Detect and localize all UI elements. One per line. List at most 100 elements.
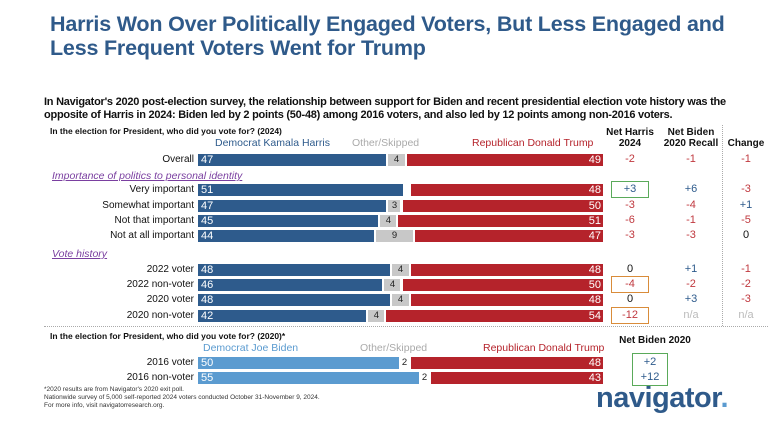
change: -3 (741, 293, 751, 305)
change: -2 (741, 278, 751, 290)
bar-dem: 46 (198, 279, 383, 291)
column-header: Net Biden 2020 Recall (663, 127, 719, 149)
net-biden-recall: n/a (683, 309, 699, 321)
row-label: Not at all important (110, 230, 194, 241)
bar-other (405, 184, 409, 196)
change: -1 (741, 153, 751, 165)
column-header: Net Harris 2024 (606, 127, 654, 149)
bar-other: 4 (384, 279, 401, 291)
bar-dem: 48 (198, 264, 391, 276)
row-label: 2020 voter (146, 294, 194, 305)
net-harris: -6 (625, 214, 635, 226)
net-biden-recall: -1 (686, 153, 696, 165)
row-label: 2016 voter (146, 357, 194, 368)
change: n/a (738, 309, 754, 321)
bar-rep: 51 (398, 215, 603, 227)
navigator-logo: navigator. (596, 382, 728, 414)
bar-rep: 50 (402, 200, 603, 212)
bar-rep: 50 (402, 279, 603, 291)
bar-rep: 48 (410, 294, 603, 306)
bar-dem: 42 (198, 310, 367, 322)
bar-rep: 54 (386, 310, 603, 322)
highlight-box (611, 276, 649, 293)
row-label: 2020 non-voter (126, 310, 194, 321)
bar-rep: 49 (406, 154, 603, 166)
net-harris: -12 (622, 309, 638, 321)
row-label: 2022 non-voter (126, 279, 194, 290)
column-header-2020: Net Biden 2020 (619, 335, 691, 346)
row-label: 2022 voter (146, 264, 194, 275)
legend-other-2020: Other/Skipped (360, 342, 428, 354)
change: +1 (739, 199, 753, 211)
bar-dem: 44 (198, 230, 375, 242)
row-label: Somewhat important (102, 200, 194, 211)
net-biden-recall: -3 (686, 229, 696, 241)
net-biden-recall: +6 (684, 183, 698, 195)
bar-dem: 47 (198, 154, 387, 166)
row-label: Not that important (114, 215, 194, 226)
footnote-1: *2020 results are from Navigator's 2020 … (44, 386, 184, 393)
bar-other: 2 (421, 372, 428, 383)
net-harris: 0 (626, 293, 634, 305)
bar-other: 4 (392, 294, 409, 306)
question-2024: In the election for President, who did y… (50, 126, 282, 136)
legend-rep: Republican Donald Trump (472, 137, 594, 149)
bar-other: 9 (376, 230, 413, 242)
bar-dem: 55 (198, 372, 419, 384)
legend-rep-2020: Republican Donald Trump (483, 342, 605, 354)
net-biden-recall: -4 (686, 199, 696, 211)
highlight-box-2020 (632, 353, 668, 386)
net-harris: -3 (625, 229, 635, 241)
net-biden-recall: -1 (686, 214, 696, 226)
column-header: Change (727, 138, 765, 149)
footnote-3: For more info, visit navigatorresearch.o… (44, 402, 165, 409)
legend-dem: Democrat Kamala Harris (215, 137, 330, 149)
bar-rep: 47 (414, 230, 603, 242)
legend-other: Other/Skipped (352, 137, 420, 149)
bar-other: 4 (368, 310, 385, 322)
net-harris: -3 (625, 199, 635, 211)
net-harris: -4 (625, 278, 635, 290)
net-biden-recall: +3 (684, 293, 698, 305)
bar-dem: 51 (198, 184, 403, 196)
change: -5 (741, 214, 751, 226)
row-label: 2016 non-voter (126, 372, 194, 383)
legend-dem-2020: Democrat Joe Biden (203, 342, 299, 354)
bar-dem: 48 (198, 294, 391, 306)
divider (44, 326, 768, 327)
bar-rep: 48 (410, 264, 603, 276)
change: -1 (741, 263, 751, 275)
section-label: Importance of politics to personal ident… (52, 170, 243, 182)
bar-dem: 50 (198, 357, 399, 369)
footnote-2: Nationwide survey of 5,000 self-reported… (44, 394, 320, 401)
question-2020: In the election for President, who did y… (50, 331, 286, 341)
net-biden-recall: -2 (686, 278, 696, 290)
bar-other: 4 (380, 215, 397, 227)
highlight-box (611, 307, 649, 324)
net-biden-2020: +2 (643, 356, 657, 368)
bar-rep: 48 (410, 184, 603, 196)
column-divider (722, 125, 723, 326)
net-harris: 0 (626, 263, 634, 275)
bar-other: 4 (392, 264, 409, 276)
row-label: Overall (162, 154, 194, 165)
bar-other: 4 (388, 154, 405, 166)
bar-dem: 45 (198, 215, 379, 227)
section-label: Vote history (52, 248, 108, 260)
bar-other: 3 (388, 200, 401, 212)
change: 0 (742, 229, 750, 241)
bar-dem: 47 (198, 200, 387, 212)
highlight-box (611, 181, 649, 198)
change: -3 (741, 183, 751, 195)
row-label: Very important (129, 184, 194, 195)
net-harris: -2 (625, 153, 635, 165)
net-biden-recall: +1 (684, 263, 698, 275)
subtitle: In Navigator's 2020 post-election survey… (44, 96, 726, 121)
page-title: Harris Won Over Politically Engaged Vote… (50, 12, 725, 60)
bar-rep: 48 (410, 357, 603, 369)
net-biden-2020: +12 (640, 371, 660, 383)
bar-rep: 43 (430, 372, 603, 384)
bar-other: 2 (401, 357, 408, 368)
net-harris: +3 (623, 183, 637, 195)
